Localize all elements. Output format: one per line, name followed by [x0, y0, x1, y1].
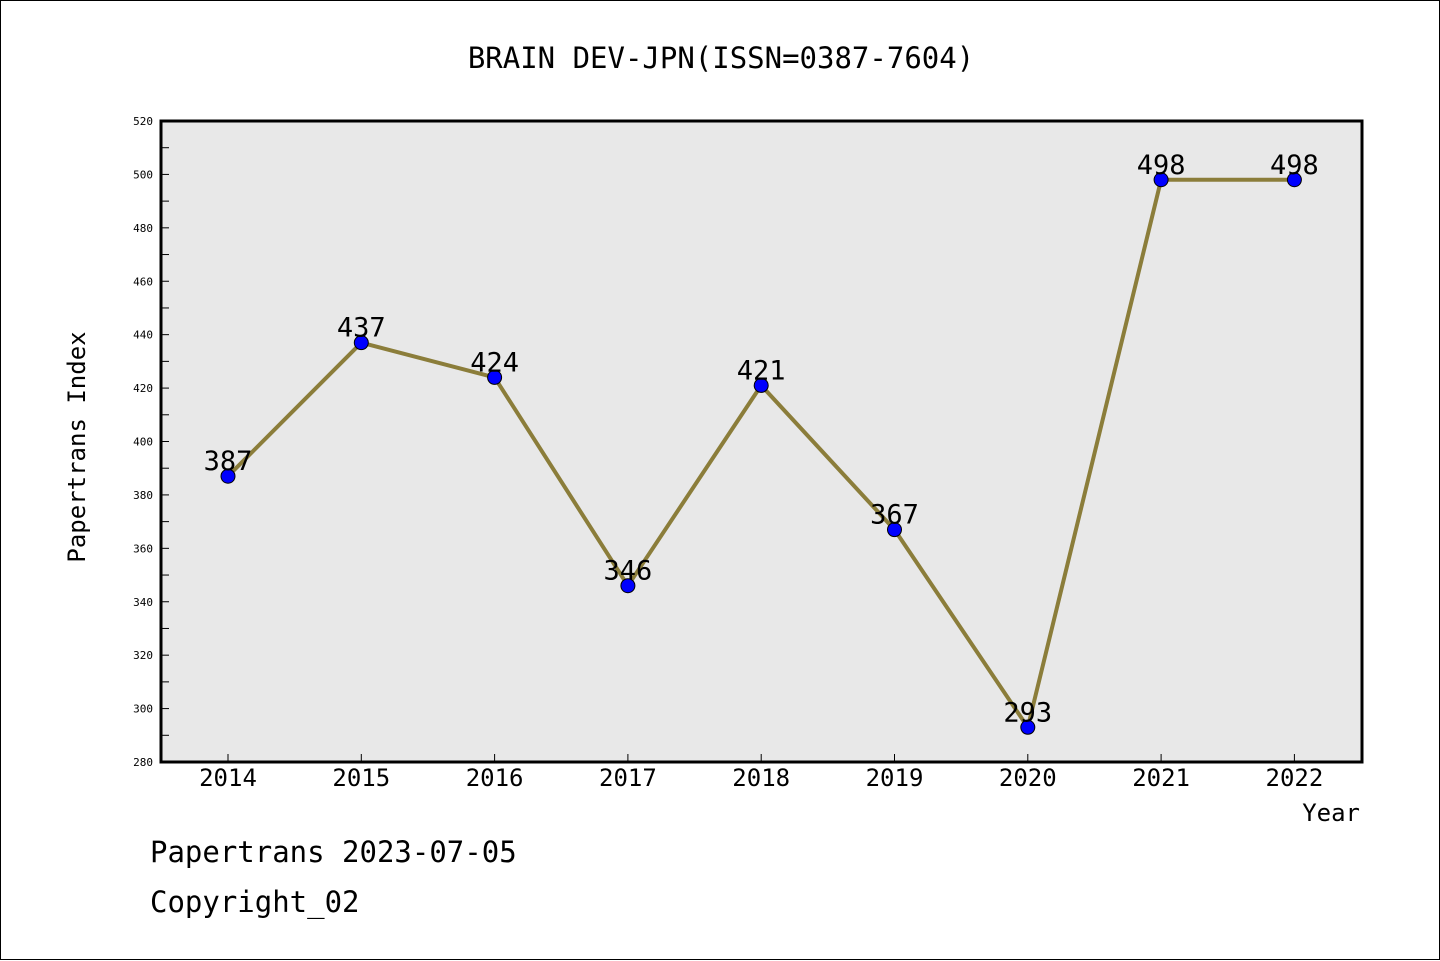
data-point — [1286, 172, 1302, 188]
y-tick-label: 500 — [133, 168, 153, 181]
data-label: 498 — [1270, 150, 1319, 181]
x-tick-label: 2019 — [866, 764, 924, 792]
y-tick-label: 480 — [133, 222, 153, 235]
y-axis-label: Papertrans Index — [63, 331, 91, 562]
data-point — [487, 369, 503, 385]
y-tick-label: 360 — [133, 542, 153, 555]
y-tick-label: 460 — [133, 275, 153, 288]
data-label: 498 — [1137, 150, 1186, 181]
x-tick-label: 2022 — [1266, 764, 1324, 792]
y-tick-label: 300 — [133, 703, 153, 716]
y-tick-label: 440 — [133, 329, 153, 342]
data-point — [887, 522, 902, 538]
chart-title: BRAIN DEV-JPN(ISSN=0387-7604) — [468, 41, 974, 75]
x-tick-label: 2016 — [466, 764, 524, 792]
y-tick-label: 320 — [133, 649, 153, 662]
x-axis-label: Year — [1302, 799, 1360, 827]
data-label: 387 — [204, 446, 253, 477]
x-tick-label: 2021 — [1132, 764, 1190, 792]
plot-area — [159, 119, 1364, 764]
data-point — [220, 468, 236, 484]
y-tick-label: 280 — [133, 756, 153, 769]
x-tick-label: 2017 — [599, 764, 657, 792]
footer-copyright-text: Copyright_02 — [150, 885, 360, 919]
data-label: 421 — [737, 355, 786, 386]
x-axis: 2014 2015 2016 2017 2018 2019 2020 2021 2022 — [199, 754, 1323, 792]
x-tick-label: 2020 — [999, 764, 1057, 792]
footer-date-text: Papertrans 2023-07-05 — [150, 835, 517, 869]
data-point — [1153, 172, 1169, 188]
x-tick-label: 2014 — [199, 764, 257, 792]
data-point — [620, 578, 636, 594]
y-tick-label: 400 — [133, 436, 153, 449]
data-label: 437 — [337, 313, 386, 344]
data-label: 346 — [604, 556, 653, 587]
data-series — [220, 172, 1302, 735]
y-tick-label: 420 — [133, 382, 153, 395]
y-tick-label: 520 — [133, 115, 153, 128]
data-point — [353, 335, 369, 351]
x-tick-label: 2018 — [732, 764, 790, 792]
y-axis: 280 300 320 340 360 380 400 420 440 460 480 500 520 — [133, 115, 169, 769]
data-label: 293 — [1003, 697, 1052, 728]
data-label: 367 — [870, 500, 919, 531]
data-label: 424 — [470, 347, 519, 378]
y-tick-label: 340 — [133, 596, 153, 609]
x-tick-label: 2015 — [332, 764, 390, 792]
data-point — [753, 377, 769, 393]
y-tick-label: 380 — [133, 489, 153, 502]
data-point — [1020, 719, 1036, 735]
data-labels: 387 437 424 346 421 367 293 498 498 — [204, 150, 1319, 729]
